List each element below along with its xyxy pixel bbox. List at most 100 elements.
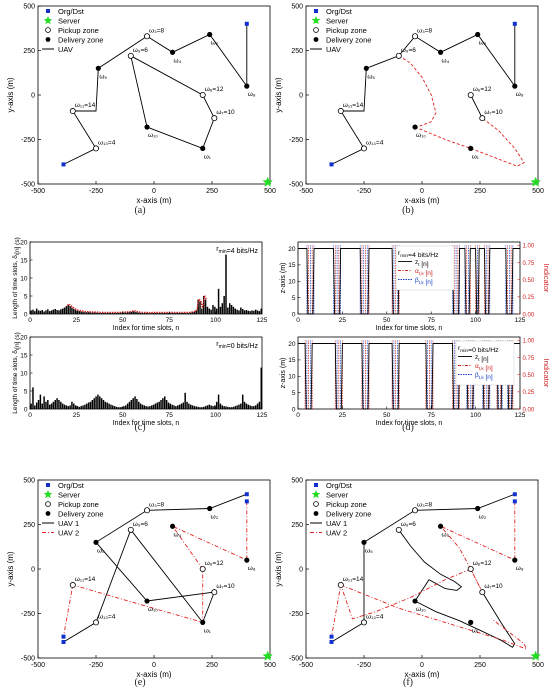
- bar-bottom: [251, 406, 253, 409]
- legend-label-f: Delivery zone: [326, 510, 371, 519]
- pickup-zone-a: [144, 33, 151, 40]
- y-axis-label-f: y-axis (m): [274, 551, 283, 586]
- bar-bottom: [67, 406, 69, 409]
- bar-bottom: [147, 406, 149, 409]
- server-star-a: [262, 176, 274, 187]
- bar-bottom: [74, 405, 77, 409]
- x-tick-label-c-bottom: 50: [119, 412, 127, 419]
- y-tick-label-b: 0: [299, 93, 303, 100]
- bar-bottom: [260, 367, 262, 409]
- bar-bottom: [63, 404, 66, 409]
- bar-bottom: [151, 405, 153, 409]
- y-tick-label-e: 500: [23, 478, 35, 485]
- bar-bottom: [184, 392, 186, 409]
- y-tick-label-c-top: 0: [24, 311, 28, 318]
- legend-label-d-top: zt [n]: [415, 259, 429, 268]
- bar-bottom: [87, 402, 90, 409]
- pickup-label-e: ω₁₁=14: [75, 576, 96, 583]
- x-axis-label-d-top: Index for time slots, n: [376, 325, 443, 332]
- bar-top: [82, 311, 84, 314]
- y-tick-label-b: -500: [289, 182, 303, 189]
- bar-top: [160, 312, 162, 314]
- pickup-label-a: ω₁₁=14: [75, 102, 96, 109]
- bar-top: [215, 308, 218, 314]
- pickup-label-f: ω₃=8: [417, 501, 433, 508]
- bar-bottom: [80, 406, 82, 409]
- bar-top: [80, 311, 82, 314]
- delivery-zone-f: [468, 619, 474, 626]
- bar-bottom: [58, 400, 60, 409]
- bar-top: [175, 312, 177, 314]
- legend-pickup-f: [313, 501, 319, 507]
- bar-bottom: [112, 405, 114, 409]
- depot-marker-b: [512, 21, 517, 26]
- bar-bottom: [223, 406, 225, 409]
- x-tick-label-d-top: 25: [339, 317, 347, 324]
- bar-bottom: [132, 398, 134, 409]
- legend-label-f: Server: [326, 491, 349, 500]
- pickup-label-a: ω₆=12: [205, 86, 224, 93]
- bar-bottom: [121, 406, 123, 409]
- bar-bottom: [123, 406, 125, 409]
- pickup-label-b: ω₁₃=4: [366, 139, 384, 146]
- bar-bottom: [193, 406, 196, 409]
- bar-bottom: [69, 405, 71, 409]
- bar-top: [173, 312, 175, 314]
- y2-tick-label-d-top: 0.00: [523, 312, 535, 318]
- bar-top: [41, 310, 43, 314]
- bar-bottom: [238, 404, 240, 409]
- bar-top: [134, 311, 136, 314]
- bar-top: [128, 312, 131, 314]
- bar-top: [47, 309, 49, 314]
- delivery-label-f: ω₂: [479, 513, 487, 520]
- pickup-zone-b: [337, 108, 344, 115]
- bar-bottom: [30, 403, 32, 409]
- pickup-zone-f: [360, 619, 367, 626]
- y2-tick-label-d-top: 0.75: [523, 261, 535, 267]
- bar-top: [37, 310, 40, 314]
- legend-label-e: Server: [58, 491, 81, 500]
- y-tick-label-a: 500: [23, 4, 35, 11]
- legend-server-a: [43, 15, 53, 25]
- bar-top: [106, 312, 108, 314]
- bar-top: [164, 312, 166, 314]
- bar-bottom: [195, 406, 198, 409]
- depot-marker-e: [244, 492, 249, 497]
- route-uav1-e: [63, 493, 247, 643]
- delivery-label-e: ω₁: [204, 627, 212, 634]
- bar-top: [125, 312, 127, 314]
- bar-top: [35, 308, 38, 314]
- delivery-zone-a: [207, 31, 213, 38]
- pickup-zone-e: [144, 507, 151, 514]
- bar-top: [225, 254, 227, 314]
- bar-bottom: [113, 406, 116, 409]
- pickup-label-a: ω₇=10: [216, 109, 235, 116]
- bar-frame-top: [29, 241, 263, 315]
- bar-top: [74, 310, 77, 314]
- bar-top: [197, 299, 199, 314]
- bar-top: [48, 311, 51, 314]
- y-tick-label-c-top: 15: [20, 257, 28, 264]
- bar-bottom: [145, 406, 147, 409]
- x-tick-label-b: 0: [420, 188, 424, 195]
- bar-top: [217, 288, 220, 314]
- bar-bottom: [52, 401, 55, 409]
- bar-top: [180, 312, 183, 314]
- z-line-bottom: [298, 343, 520, 410]
- legend-label-d-bottom: zt [n]: [475, 354, 489, 363]
- pickup-zone-e: [93, 619, 100, 626]
- bar-top: [78, 311, 81, 314]
- delivery-label-a: ω₄: [174, 57, 182, 64]
- bar-top: [61, 308, 64, 314]
- bar-bottom: [189, 404, 192, 409]
- pickup-label-b: ω₇=10: [484, 109, 503, 116]
- legend-pickup-b: [313, 27, 319, 33]
- bar-bottom: [169, 403, 172, 409]
- delivery-label-b: ω₄: [442, 57, 450, 64]
- y-tick-label-c-bottom: 15: [20, 352, 28, 359]
- bar-bottom: [60, 401, 62, 409]
- caption-a: (a): [134, 205, 146, 216]
- pickup-zone-f: [479, 589, 486, 596]
- bar-top: [145, 312, 147, 314]
- bar-top: [177, 312, 179, 314]
